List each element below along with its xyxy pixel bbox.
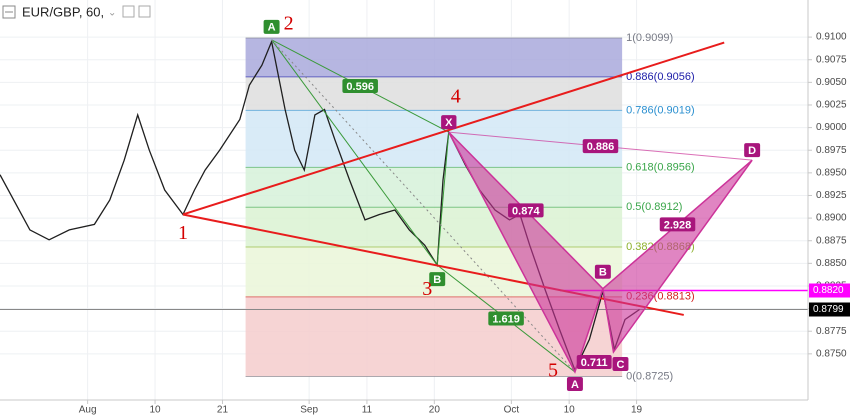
close-icon[interactable] bbox=[138, 5, 151, 18]
fib-label: 0.618(0.8956) bbox=[626, 161, 695, 173]
price-label: 0.8799 bbox=[813, 304, 844, 315]
y-tick-label: 0.8925 bbox=[816, 190, 847, 201]
pattern-point-label: A bbox=[571, 379, 579, 391]
fib-label: 0.5(0.8912) bbox=[626, 201, 682, 213]
y-tick-label: 0.9075 bbox=[816, 54, 847, 65]
abcd-ratio: 1.619 bbox=[492, 313, 520, 325]
x-tick-label: 21 bbox=[217, 405, 229, 416]
price-label-box bbox=[809, 283, 850, 298]
pattern-ratio: 0.711 bbox=[581, 357, 608, 369]
fib-band bbox=[245, 110, 623, 168]
pattern-point-label-box bbox=[566, 376, 583, 391]
y-tick-label: 0.9050 bbox=[816, 77, 847, 88]
fib-band bbox=[245, 38, 623, 77]
symbol-title: EUR/GBP, 60, bbox=[22, 4, 104, 19]
pattern-ratio-box bbox=[582, 139, 619, 154]
wave-label: 5 bbox=[548, 360, 558, 382]
pattern-point-label: B bbox=[599, 267, 607, 279]
fib-label: 1(0.9099) bbox=[626, 32, 673, 44]
pattern-ratio: 0.874 bbox=[512, 205, 540, 217]
x-tick-label: Oct bbox=[504, 405, 520, 416]
x-tick-label: 11 bbox=[362, 405, 373, 416]
abcd-leg bbox=[271, 39, 438, 266]
abcd-ratio: 0.596 bbox=[346, 81, 374, 93]
abcd-point-label: B bbox=[433, 274, 441, 286]
y-tick-label: 0.8775 bbox=[816, 326, 847, 337]
menu-icon[interactable] bbox=[2, 5, 16, 19]
y-tick-label: 0.8875 bbox=[816, 235, 847, 246]
wave-label: 4 bbox=[451, 86, 461, 108]
y-tick-label: 0.9025 bbox=[816, 100, 847, 111]
y-tick-label: 0.9100 bbox=[816, 32, 847, 43]
fib-band bbox=[245, 167, 623, 208]
fib-band bbox=[245, 207, 623, 248]
pattern-point-label-box bbox=[612, 357, 629, 372]
x-tick-label: Sep bbox=[300, 405, 318, 416]
x-tick-label: Aug bbox=[79, 405, 97, 416]
pattern-point-label: X bbox=[445, 117, 453, 129]
y-tick-label: 0.8900 bbox=[816, 213, 847, 224]
y-tick-label: 0.8975 bbox=[816, 145, 847, 156]
pattern-ratio-box bbox=[576, 354, 612, 369]
x-tick-label: 20 bbox=[429, 405, 441, 416]
abcd-ratio-box bbox=[488, 311, 524, 326]
abcd-leg bbox=[436, 132, 450, 266]
y-tick-label: 0.9000 bbox=[816, 122, 847, 133]
wave-label: 1 bbox=[178, 222, 188, 244]
plot-area: 1(0.9099) 0.886(0.9056) 0.786(0.9019) 0.618… bbox=[0, 0, 808, 400]
abcd-point-label: A bbox=[268, 22, 276, 34]
price-label: 0.8820 bbox=[813, 285, 844, 296]
fib-label: 0.886(0.9056) bbox=[626, 71, 695, 83]
pattern-point-label-box bbox=[441, 115, 457, 130]
pattern-point-label-box bbox=[744, 143, 761, 158]
settings-icon[interactable] bbox=[122, 5, 135, 18]
fib-band bbox=[245, 76, 623, 111]
fib-label: 0.786(0.9019) bbox=[626, 104, 695, 116]
wave-label: 3 bbox=[422, 278, 432, 300]
y-tick-label: 0.8750 bbox=[816, 348, 847, 359]
wave-label: 2 bbox=[284, 12, 294, 34]
abcd-point-label-box bbox=[263, 19, 280, 34]
x-tick-label: 19 bbox=[631, 405, 643, 416]
pattern-ratio-box bbox=[508, 203, 544, 218]
abcd-ratio-box bbox=[342, 78, 378, 93]
dropdown-arrow[interactable]: ⌄ bbox=[108, 8, 116, 19]
pattern-ratio: 0.886 bbox=[587, 141, 615, 153]
pattern-point-label: D bbox=[748, 145, 756, 157]
y-tick-label: 0.8950 bbox=[816, 167, 847, 178]
pattern-ratio: 2.928 bbox=[664, 219, 692, 231]
x-tick-label: 10 bbox=[564, 405, 576, 416]
abcd-point-label-box bbox=[429, 272, 446, 287]
pattern-ratio-box bbox=[659, 217, 696, 232]
pattern-point-label-box bbox=[594, 264, 611, 279]
y-tick-label: 0.8850 bbox=[816, 258, 847, 269]
pattern-point-label: C bbox=[616, 359, 624, 371]
fib-label: 0(0.8725) bbox=[626, 370, 673, 382]
price-label-box bbox=[809, 302, 850, 317]
x-tick-label: 10 bbox=[149, 405, 161, 416]
